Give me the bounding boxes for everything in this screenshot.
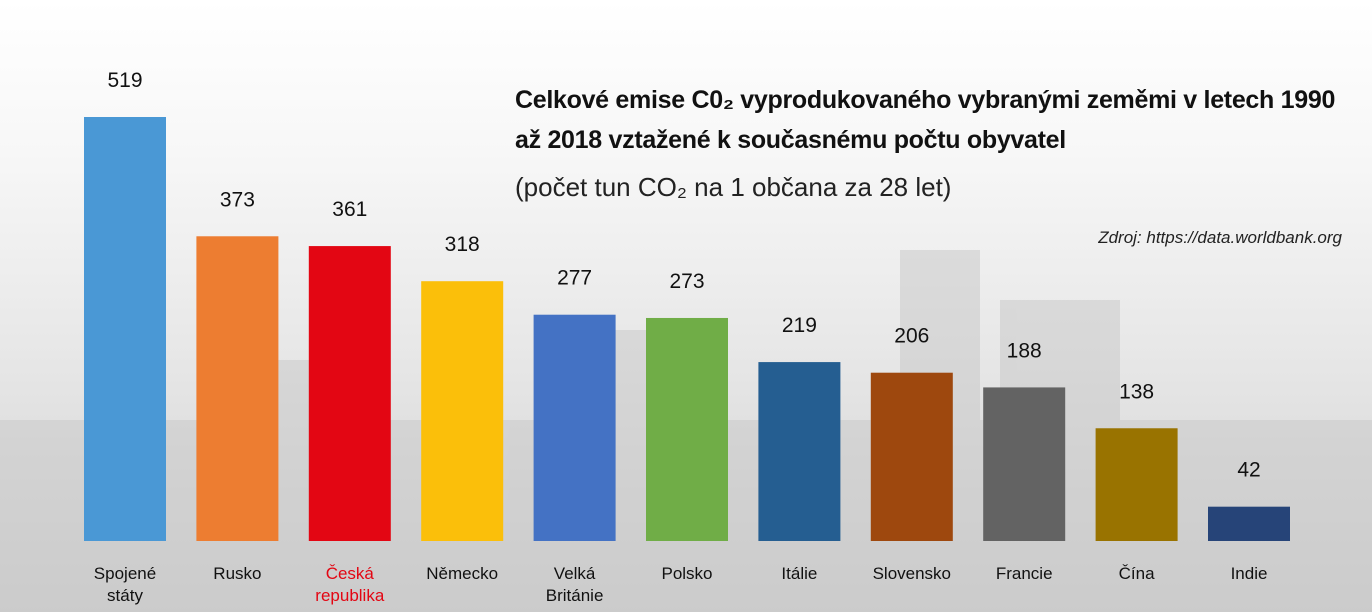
x-tick-label: Velká Británie: [515, 563, 635, 607]
value-label: 219: [782, 314, 817, 337]
value-label: 373: [220, 188, 255, 211]
bar: [646, 318, 728, 541]
x-tick-label: Francie: [964, 563, 1084, 585]
value-label: 188: [1007, 339, 1042, 362]
bar: [421, 281, 503, 541]
value-label: 42: [1237, 459, 1260, 482]
x-tick-label: Itálie: [739, 563, 859, 585]
x-tick-label: Německo: [402, 563, 522, 585]
value-label: 273: [669, 270, 704, 293]
bar: [84, 117, 166, 541]
bar: [871, 373, 953, 541]
x-tick-label: Indie: [1189, 563, 1309, 585]
bar: [534, 315, 616, 541]
bar: [983, 387, 1065, 541]
value-label: 206: [894, 325, 929, 348]
x-tick-label: Slovensko: [852, 563, 972, 585]
value-label: 277: [557, 267, 592, 290]
value-label: 318: [445, 233, 480, 256]
chart: 519 373 361 318 277 273 219 206 188 138 42 Celkové…: [0, 0, 1372, 612]
x-tick-label: Rusko: [177, 563, 297, 585]
chart-subtitle: (počet tun CO₂ na 1 občana za 28 let): [515, 172, 951, 203]
x-tick-label: Spojené státy: [65, 563, 185, 607]
x-tick-label: Čína: [1077, 563, 1197, 585]
chart-title: Celkové emise C0₂ vyprodukovaného vybran…: [515, 80, 1355, 160]
x-tick-label: Česká republika: [290, 563, 410, 607]
source-note: Zdroj: https://data.worldbank.org: [1098, 228, 1342, 248]
bar: [758, 362, 840, 541]
value-label: 361: [332, 198, 367, 221]
bar: [309, 246, 391, 541]
bar: [1208, 507, 1290, 541]
bar: [196, 236, 278, 541]
x-tick-label: Polsko: [627, 563, 747, 585]
value-label: 138: [1119, 380, 1154, 403]
value-label: 519: [107, 69, 142, 92]
bar: [1096, 428, 1178, 541]
